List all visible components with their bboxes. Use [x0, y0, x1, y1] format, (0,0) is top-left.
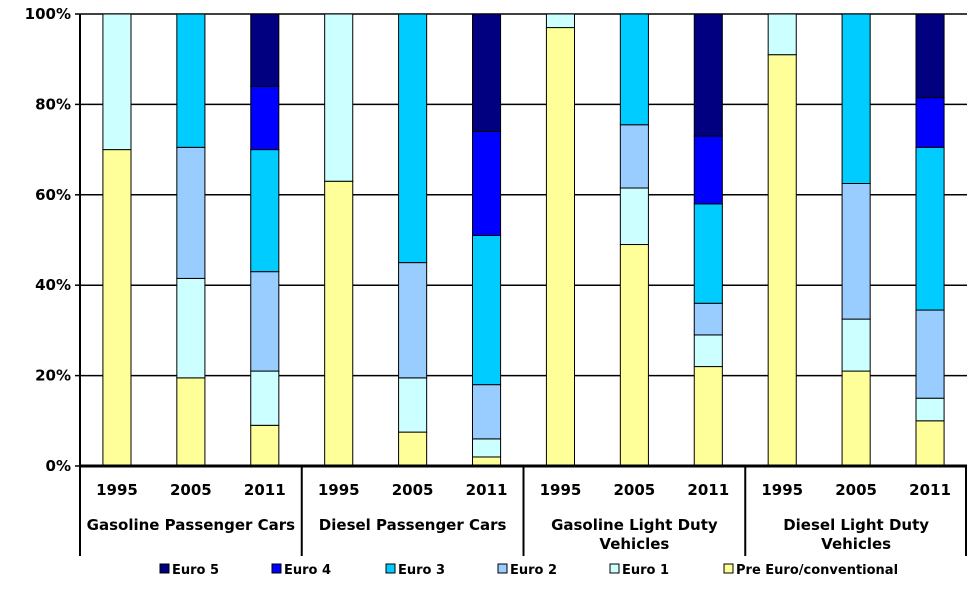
legend-label: Euro 5	[172, 563, 219, 578]
legend-label: Euro 4	[284, 563, 331, 578]
bar-segment	[398, 377, 428, 433]
bar-segment	[250, 149, 280, 273]
legend-swatch	[271, 563, 282, 574]
legend-swatch	[497, 563, 508, 574]
bar-segment	[176, 146, 206, 279]
legend: Euro 5 Euro 4 Euro 3 Euro 2 Euro 1 Pre Euro/c…	[159, 563, 898, 578]
grid-lines	[80, 13, 967, 377]
y-tick-labels: 0% 20% 40% 60% 80% 100%	[25, 5, 71, 475]
legend-swatch	[723, 563, 734, 574]
bar-segment	[841, 370, 871, 467]
bar-segment	[693, 13, 723, 137]
bar-segment	[250, 370, 280, 426]
bar-segment	[841, 13, 871, 184]
bar-segment	[619, 124, 649, 189]
bar-segment	[693, 334, 723, 368]
bar-segment	[176, 377, 206, 467]
group-label-line: Diesel Light Duty	[783, 516, 929, 534]
x-tick-label: 2005	[170, 481, 212, 499]
legend-label: Euro 1	[622, 563, 669, 578]
legend-label: Euro 2	[510, 563, 557, 578]
bar-segment	[619, 13, 649, 126]
x-tick-label: 1995	[96, 481, 138, 499]
x-tick-label: 1995	[761, 481, 803, 499]
bars	[102, 13, 945, 467]
bar-segment	[915, 309, 945, 399]
x-tick-label: 2005	[614, 481, 656, 499]
y-tick-label: 0%	[46, 457, 71, 475]
bar-segment	[915, 13, 945, 99]
group-label-line: Vehicles	[599, 535, 669, 553]
legend-swatch	[385, 563, 396, 574]
x-tick-label: 2011	[466, 481, 508, 499]
bar-segment	[102, 149, 132, 467]
y-tick-label: 80%	[35, 95, 71, 113]
bar-segment	[545, 13, 576, 29]
group-label: Diesel Light Duty Vehicles	[783, 516, 929, 553]
bar-segment	[250, 13, 280, 87]
group-label: Gasoline Passenger Cars	[87, 516, 296, 534]
bar-segment	[471, 234, 502, 386]
legend-swatch	[609, 563, 620, 574]
bar-segment	[915, 397, 945, 422]
bar-segment	[398, 13, 428, 264]
bar-segment	[471, 13, 502, 133]
bar-segment	[398, 262, 428, 379]
bar-segment	[841, 183, 871, 320]
bar-segment	[619, 187, 649, 246]
y-tick-label: 100%	[25, 5, 71, 23]
bar-segment	[619, 244, 649, 467]
bar-segment	[471, 438, 502, 458]
bar-segment	[915, 146, 945, 311]
bar-segment	[176, 13, 206, 148]
y-tick-label: 20%	[35, 367, 71, 385]
bar-segment	[176, 277, 206, 379]
group-label-line: Gasoline Light Duty	[551, 516, 718, 534]
bar-segment	[915, 97, 945, 148]
bar-segment	[102, 13, 132, 151]
x-tick-labels: 1995 2005 2011 1995 2005 2011 1995 2005 2011 1995…	[96, 481, 951, 499]
bar-segment	[841, 318, 871, 372]
bar-segment	[693, 135, 723, 205]
bar-segment	[250, 271, 280, 372]
bar-segment	[545, 27, 576, 467]
bar-segment	[693, 302, 723, 336]
x-tick-label: 2005	[835, 481, 877, 499]
x-tick-label: 1995	[540, 481, 582, 499]
bar-segment	[250, 85, 280, 151]
bar-segment	[471, 131, 502, 236]
y-tick-label: 40%	[35, 276, 71, 294]
x-tick-label: 1995	[318, 481, 360, 499]
x-tick-label: 2011	[687, 481, 729, 499]
bar-segment	[693, 366, 723, 467]
bar-segment	[324, 180, 354, 467]
axes	[75, 13, 967, 556]
bar-segment	[324, 13, 354, 182]
bar-segment	[767, 13, 797, 56]
x-tick-label: 2011	[244, 481, 286, 499]
group-label-line: Vehicles	[821, 535, 891, 553]
group-labels: Gasoline Passenger Cars Diesel Passenger …	[87, 516, 930, 553]
legend-label: Pre Euro/conventional	[736, 563, 898, 578]
group-label: Gasoline Light Duty Vehicles	[551, 516, 718, 553]
legend-swatch	[159, 563, 170, 574]
bar-segment	[398, 431, 428, 467]
bar-segment	[767, 54, 797, 467]
legend-label: Euro 3	[398, 563, 445, 578]
x-tick-label: 2005	[392, 481, 434, 499]
bar-segment	[915, 420, 945, 467]
bar-segment	[693, 203, 723, 304]
bar-segment	[250, 424, 280, 467]
bar-segment	[471, 384, 502, 440]
y-tick-label: 60%	[35, 186, 71, 204]
group-label: Diesel Passenger Cars	[319, 516, 507, 534]
x-tick-label: 2011	[909, 481, 951, 499]
